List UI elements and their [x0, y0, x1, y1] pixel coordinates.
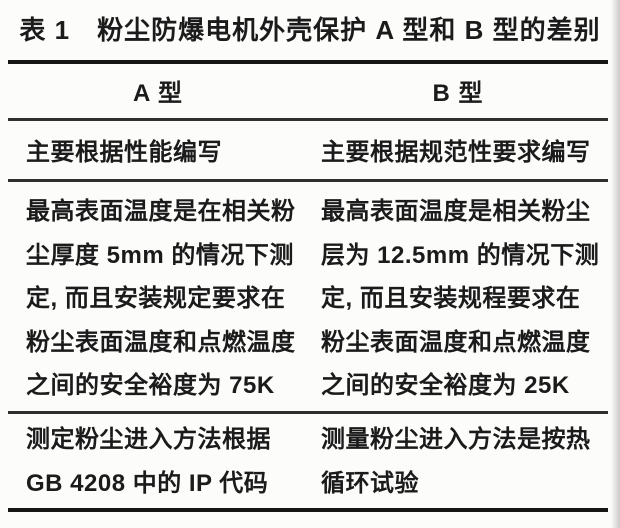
cell-type-a: 测定粉尘进入方法根据 GB 4208 中的 IP 代码 — [26, 418, 316, 506]
text-line: 测量粉尘进入方法是按热 — [321, 426, 591, 453]
cell-type-a: 主要根据性能编写 — [26, 138, 316, 168]
row-separator-rule — [8, 411, 608, 414]
cell-type-a: 最高表面温度是在相关粉 尘厚度 5mm 的情况下测 定, 而且安装规定要求在 粉尘表面… — [26, 190, 316, 408]
text-line: 测定粉尘进入方法根据 — [26, 426, 271, 453]
text-line: 最高表面温度是在相关粉 — [26, 198, 296, 225]
text-line: 层为 12.5mm 的情况下测 — [321, 241, 600, 269]
text-line: 定, 而且安装规程要求在 — [321, 285, 581, 312]
table-top-rule — [8, 60, 608, 64]
cell-type-b: 最高表面温度是相关粉尘 层为 12.5mm 的情况下测 定, 而且安装规程要求在 粉尘… — [321, 190, 616, 408]
text-line: 粉尘表面温度和点燃温度 — [26, 328, 296, 356]
header-separator-rule — [8, 118, 608, 121]
table-bottom-rule — [8, 508, 608, 512]
column-header-type-b: B 型 — [432, 80, 484, 107]
text-line: 之间的安全裕度为 75K — [26, 372, 275, 399]
cell-type-b: 测量粉尘进入方法是按热 循环试验 — [321, 418, 616, 506]
text-line: 循环试验 — [321, 470, 419, 497]
table-header-row: A 型 B 型 — [8, 78, 608, 110]
text-line: 主要根据性能编写 — [26, 139, 222, 166]
text-line: GB 4208 中的 IP 代码 — [26, 470, 269, 497]
text-line: 之间的安全裕度为 25K — [321, 372, 570, 399]
table-title: 表 1 粉尘防爆电机外壳保护 A 型和 B 型的差别 — [19, 15, 601, 45]
text-line: 粉尘表面温度和点燃温度 — [321, 328, 591, 356]
text-line: 定, 而且安装规定要求在 — [26, 285, 286, 312]
row-separator-rule — [8, 179, 608, 182]
column-header-type-a: A 型 — [132, 80, 184, 107]
cell-type-b: 主要根据规范性要求编写 — [321, 138, 616, 168]
text-line: 最高表面温度是相关粉尘 — [321, 198, 591, 225]
text-line: 主要根据规范性要求编写 — [321, 139, 591, 166]
text-line: 尘厚度 5mm 的情况下测 — [26, 241, 294, 269]
